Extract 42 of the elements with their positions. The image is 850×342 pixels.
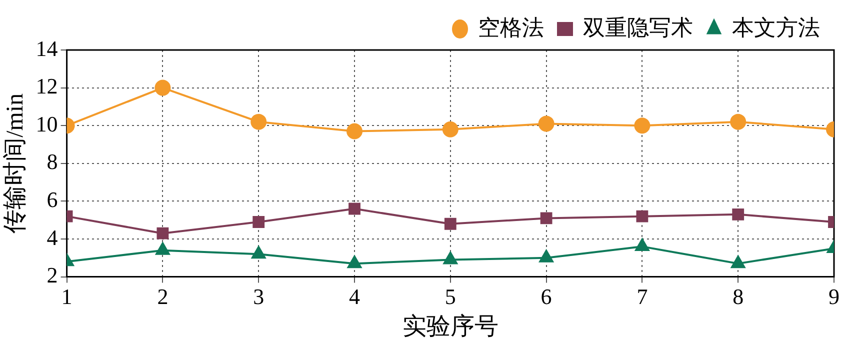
x-tick-label: 7: [636, 284, 648, 309]
point: [635, 238, 650, 252]
x-tick-label: 6: [540, 284, 552, 309]
x-tick-label: 1: [61, 284, 72, 309]
x-tick-label: 8: [732, 284, 744, 309]
legend-label: 双重隐写术: [583, 14, 693, 40]
point: [634, 118, 650, 134]
point: [156, 242, 170, 255]
point: [636, 210, 648, 222]
y-tick-label: 14: [36, 36, 58, 61]
point: [346, 123, 362, 140]
point: [732, 208, 744, 220]
y-tick-label: 10: [36, 111, 58, 136]
point: [250, 114, 267, 130]
legend-label: 空格法: [478, 14, 544, 40]
y-tick-label: 6: [46, 186, 58, 212]
point: [252, 216, 265, 228]
point: [154, 80, 171, 96]
point: [252, 246, 266, 259]
x-tick-label: 5: [444, 284, 456, 309]
point: [730, 114, 746, 130]
y-tick-label: 2: [46, 262, 58, 288]
point: [539, 250, 554, 262]
point: [538, 116, 554, 132]
x-tick-label: 3: [253, 284, 264, 309]
point: [444, 218, 456, 230]
point: [348, 202, 360, 215]
legend-label: 本文方法: [732, 14, 820, 40]
point: [731, 256, 746, 268]
point: [540, 212, 552, 224]
point: [443, 252, 458, 264]
point: [156, 227, 169, 240]
y-tick-label: 12: [36, 74, 58, 99]
point: [347, 256, 362, 268]
x-tick-label: 2: [157, 284, 168, 309]
y-tick-label: 4: [46, 224, 58, 250]
x-tick-label: 9: [828, 284, 840, 309]
x-tick-label: 4: [349, 284, 360, 309]
x-axis-title: 实验序号: [402, 312, 498, 340]
y-axis-title: 传输时间/min: [2, 93, 29, 234]
y-tick-label: 8: [46, 149, 58, 174]
point: [442, 121, 458, 138]
